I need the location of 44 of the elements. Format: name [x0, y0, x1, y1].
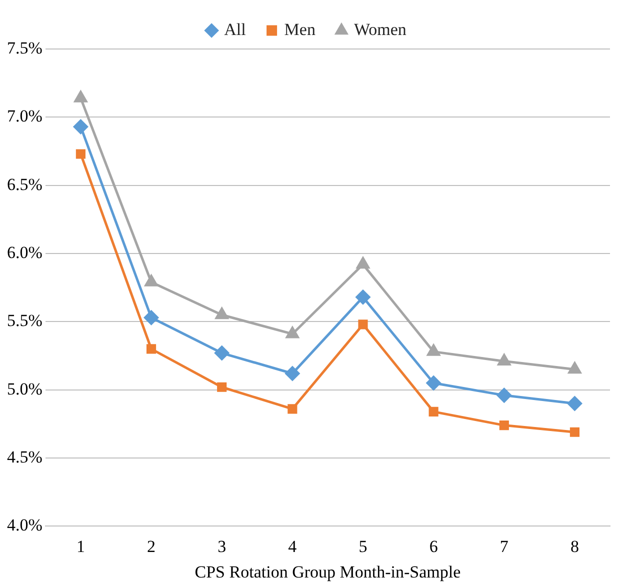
x-tick-label: 7 — [500, 536, 509, 556]
x-tick-label: 6 — [429, 536, 438, 556]
y-tick-label: 6.0% — [6, 242, 42, 262]
y-tick-label: 4.0% — [6, 516, 42, 535]
x-tick-label: 1 — [76, 536, 85, 556]
point — [356, 257, 370, 269]
y-tick-label: 6.5% — [6, 174, 42, 194]
point — [144, 274, 158, 286]
y-tick-label: 5.5% — [6, 311, 42, 330]
x-tick-label: 3 — [218, 536, 226, 556]
y-tick-label: 7.0% — [6, 106, 42, 126]
point — [426, 376, 441, 390]
point — [286, 326, 299, 338]
x-tick-label: 2 — [147, 536, 156, 556]
y-tick-label: 4.5% — [6, 447, 42, 466]
point — [570, 427, 580, 437]
point — [499, 420, 509, 430]
point — [358, 320, 368, 330]
point — [568, 362, 582, 374]
point — [76, 149, 86, 159]
x-tick-label: 8 — [570, 536, 579, 556]
point — [215, 308, 228, 320]
point — [146, 344, 156, 354]
point — [288, 404, 298, 414]
point — [214, 346, 230, 360]
legend-label: All — [224, 20, 246, 39]
point — [217, 382, 227, 392]
legend-label: Women — [354, 20, 407, 39]
point — [567, 396, 582, 411]
legend-label: Men — [284, 20, 316, 39]
point — [427, 344, 440, 356]
point — [428, 406, 438, 416]
point — [496, 388, 512, 403]
point — [73, 119, 88, 134]
x-tick-label: 4 — [288, 536, 298, 556]
point — [74, 90, 88, 102]
point — [498, 354, 511, 366]
point — [144, 310, 159, 325]
y-tick-label: 7.5% — [6, 38, 42, 58]
point — [356, 290, 370, 304]
x-axis-title: CPS Rotation Group Month-in-Sample — [194, 562, 461, 582]
y-tick-label: 5.0% — [6, 379, 42, 398]
point — [285, 366, 300, 381]
x-tick-label: 5 — [358, 536, 368, 556]
